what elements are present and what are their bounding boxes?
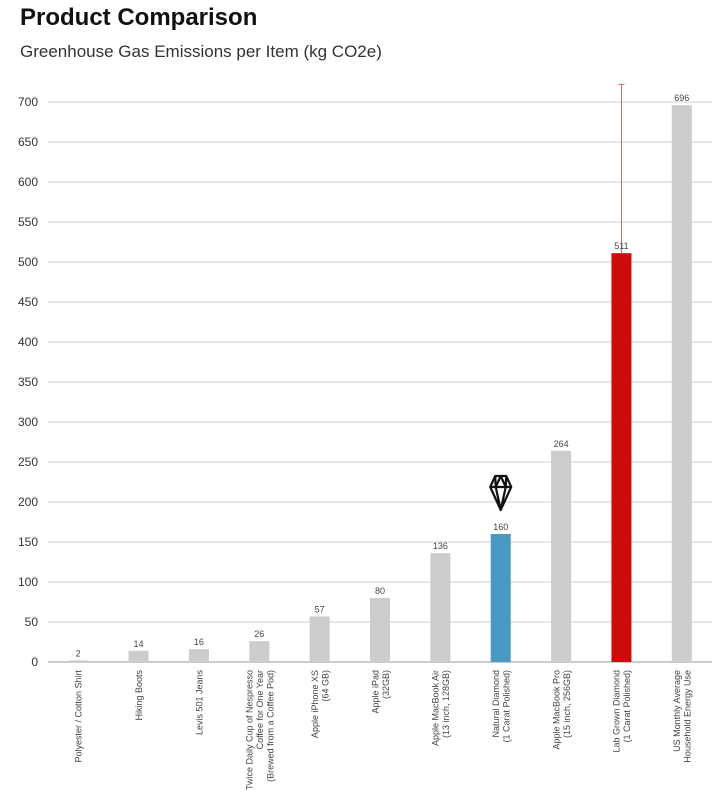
category-label: Twice Daily Cup of Nespresso Coffee for O… <box>244 670 275 790</box>
category-label-line: Apple iPad <box>370 670 380 714</box>
category-label: Apple MacBook Air (13 inch, 128GB) <box>431 670 452 746</box>
category-label: Lab Grown Diamond (1 Carat Polished) <box>612 670 633 753</box>
category-label-line: US Monthly Average <box>672 670 682 752</box>
y-tick-label: 550 <box>18 215 38 229</box>
category-label-line: Lab Grown Diamond <box>612 670 622 753</box>
data-label: 136 <box>433 541 448 551</box>
category-label-line: Levis 501 Jeans <box>194 670 204 736</box>
y-tick-label: 50 <box>25 615 39 629</box>
category-label-line: Household Energy Use <box>683 670 693 763</box>
category-label-line: Apple MacBook Pro <box>551 670 561 750</box>
category-label-line: (64 GB) <box>320 670 330 702</box>
data-label: 160 <box>493 522 508 532</box>
y-tick-label: 450 <box>18 295 38 309</box>
category-label-line: (1 Carat Polished) <box>501 670 511 743</box>
category-label: Natural Diamond (1 Carat Polished) <box>491 670 512 743</box>
data-label: 2 <box>76 648 81 658</box>
data-label: 511 <box>614 241 628 251</box>
category-label: Polyester / Cotton Shirt <box>74 670 84 763</box>
category-label-line: Polyester / Cotton Shirt <box>74 670 84 763</box>
y-tick-label: 250 <box>18 455 38 469</box>
category-label-line: (15 inch, 256GB) <box>562 670 572 738</box>
y-tick-label: 200 <box>18 495 38 509</box>
bar <box>68 660 89 662</box>
category-label: US Monthly Average Household Energy Use <box>672 670 693 763</box>
y-tick-label: 700 <box>18 95 38 109</box>
data-label: 57 <box>315 604 325 614</box>
diamond-icon-stroke <box>489 474 513 512</box>
chart-subtitle: Greenhouse Gas Emissions per Item (kg CO… <box>20 42 382 61</box>
bar <box>249 641 270 662</box>
y-tick-label: 300 <box>18 415 38 429</box>
category-label-line: (1 Carat Polished) <box>622 670 632 743</box>
category-label-line: (Brewed from a Coffee Pod) <box>265 670 275 782</box>
category-label-line: Hiking Boots <box>134 670 144 721</box>
category-label: Apple iPhone XS (64 GB) <box>310 670 331 738</box>
data-label: 696 <box>674 93 689 103</box>
bar <box>611 253 632 662</box>
y-tick-label: 500 <box>18 255 38 269</box>
bar <box>430 553 451 662</box>
diamond-icon <box>489 474 513 512</box>
category-label-line: Coffee for One Year <box>255 670 265 749</box>
bar <box>309 616 330 662</box>
category-label: Apple MacBook Pro (15 inch, 256GB) <box>551 670 572 750</box>
bar <box>551 450 572 662</box>
bar <box>128 650 149 662</box>
y-tick-label: 100 <box>18 575 38 589</box>
diamond-icon-stroke <box>494 486 507 512</box>
y-tick-label: 650 <box>18 135 38 149</box>
category-label: Apple iPad (32GB) <box>370 670 391 714</box>
data-label: 14 <box>134 639 144 649</box>
category-label: Hiking Boots <box>134 670 144 721</box>
y-tick-label: 350 <box>18 375 38 389</box>
y-tick-label: 600 <box>18 175 38 189</box>
data-label: 264 <box>554 439 569 449</box>
y-tick-label: 150 <box>18 535 38 549</box>
bar <box>671 105 692 662</box>
y-tick-label: 400 <box>18 335 38 349</box>
bar <box>188 649 209 662</box>
bar <box>490 534 511 662</box>
data-label: 80 <box>375 586 385 596</box>
data-label: 26 <box>254 629 264 639</box>
category-label-line: Apple iPhone XS <box>310 670 320 738</box>
y-tick-label: 0 <box>31 655 38 669</box>
category-label-line: (32GB) <box>381 670 391 699</box>
category-label: Levis 501 Jeans <box>194 670 204 736</box>
category-label-line: Twice Daily Cup of Nespresso <box>244 670 254 790</box>
category-label-line: Natural Diamond <box>491 670 501 738</box>
diamond-icon-stroke <box>494 474 508 489</box>
chart-title: Product Comparison <box>20 4 258 31</box>
category-label-line: Apple MacBook Air <box>431 670 441 746</box>
category-label-line: (13 inch, 128GB) <box>441 670 451 738</box>
data-label: 16 <box>194 637 204 647</box>
bar <box>370 598 390 662</box>
